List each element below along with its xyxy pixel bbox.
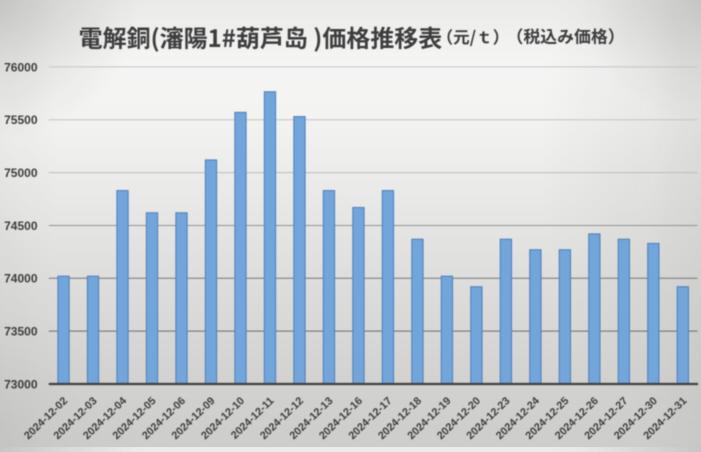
svg-text:73000: 73000 — [4, 377, 38, 391]
svg-text:75000: 75000 — [4, 166, 38, 180]
svg-text:74000: 74000 — [4, 272, 38, 286]
svg-text:73500: 73500 — [4, 325, 38, 339]
svg-text:75500: 75500 — [4, 113, 38, 127]
svg-text:74500: 74500 — [4, 219, 38, 233]
svg-text:76000: 76000 — [4, 60, 38, 74]
